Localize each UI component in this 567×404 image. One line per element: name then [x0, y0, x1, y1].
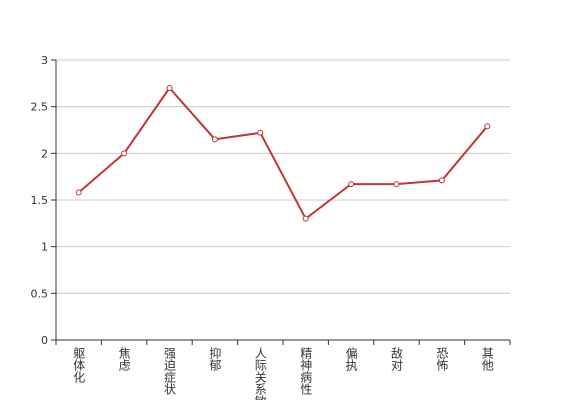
y-tick-label: 2.5 [31, 101, 49, 114]
point [438, 177, 445, 184]
x-tick-label: 人际关系敏感 [253, 347, 267, 400]
x-tick-label: 偏执 [344, 346, 358, 372]
point [302, 215, 309, 222]
x-tick-label: 其他 [480, 347, 494, 371]
point [393, 181, 400, 188]
x-tick-label: 焦虑 [117, 347, 131, 371]
x-tick-label: 躯体化 [72, 346, 86, 384]
y-tick-label: 0.5 [31, 287, 49, 300]
y-tick-label: 1 [41, 241, 48, 254]
x-tick-label: 抑郁 [208, 346, 222, 372]
y-tick-label: 1.5 [31, 194, 49, 207]
y-tick-label: 3 [41, 54, 48, 67]
point [121, 150, 128, 157]
point [257, 129, 264, 136]
y-tick-label: 2 [41, 147, 48, 160]
x-tick-label: 敌对 [390, 346, 404, 371]
y-tick-label: 0 [41, 334, 48, 347]
point [348, 181, 355, 188]
point [211, 136, 218, 143]
point [75, 189, 82, 196]
line [78, 86, 489, 221]
x-tick-label: 精神病性 [299, 347, 313, 396]
x-tick-label: 恐怖 [435, 347, 449, 371]
point [484, 123, 491, 130]
point [166, 85, 173, 91]
x-tick-label: 强迫症状 [163, 347, 177, 395]
